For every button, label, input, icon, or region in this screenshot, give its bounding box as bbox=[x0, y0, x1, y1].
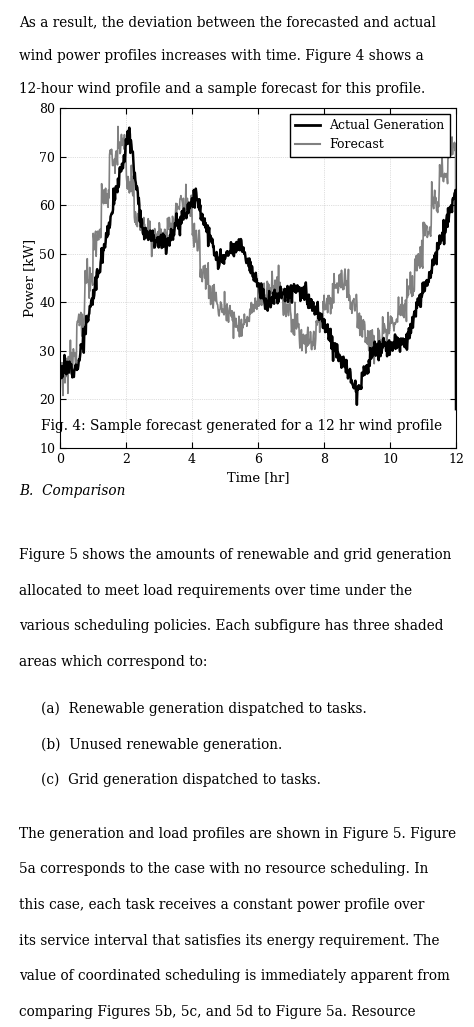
Text: Figure 5 shows the amounts of renewable and grid generation: Figure 5 shows the amounts of renewable … bbox=[19, 548, 451, 562]
Text: its service interval that satisfies its energy requirement. The: its service interval that satisfies its … bbox=[19, 934, 439, 948]
Y-axis label: Power [kW]: Power [kW] bbox=[23, 239, 36, 317]
Text: The generation and load profiles are shown in Figure 5. Figure: The generation and load profiles are sho… bbox=[19, 827, 456, 841]
Text: various scheduling policies. Each subfigure has three shaded: various scheduling policies. Each subfig… bbox=[19, 619, 444, 634]
Text: (a)  Renewable generation dispatched to tasks.: (a) Renewable generation dispatched to t… bbox=[41, 701, 367, 716]
X-axis label: Time [hr]: Time [hr] bbox=[227, 471, 289, 485]
Text: B.  Comparison: B. Comparison bbox=[19, 484, 125, 498]
Text: allocated to meet load requirements over time under the: allocated to meet load requirements over… bbox=[19, 583, 412, 598]
Text: 5a corresponds to the case with no resource scheduling. In: 5a corresponds to the case with no resou… bbox=[19, 863, 428, 876]
Text: wind power profiles increases with time. Figure 4 shows a: wind power profiles increases with time.… bbox=[19, 48, 424, 63]
Legend: Actual Generation, Forecast: Actual Generation, Forecast bbox=[290, 114, 450, 156]
Text: As a result, the deviation between the forecasted and actual: As a result, the deviation between the f… bbox=[19, 15, 436, 30]
Text: comparing Figures 5b, 5c, and 5d to Figure 5a. Resource: comparing Figures 5b, 5c, and 5d to Figu… bbox=[19, 1005, 416, 1019]
Text: this case, each task receives a constant power profile over: this case, each task receives a constant… bbox=[19, 898, 424, 912]
Text: (c)  Grid generation dispatched to tasks.: (c) Grid generation dispatched to tasks. bbox=[41, 773, 321, 788]
Text: value of coordinated scheduling is immediately apparent from: value of coordinated scheduling is immed… bbox=[19, 969, 450, 984]
Text: areas which correspond to:: areas which correspond to: bbox=[19, 655, 207, 670]
Text: 12-hour wind profile and a sample forecast for this profile.: 12-hour wind profile and a sample foreca… bbox=[19, 82, 425, 96]
Text: Fig. 4: Sample forecast generated for a 12 hr wind profile: Fig. 4: Sample forecast generated for a … bbox=[41, 419, 442, 433]
Text: (b)  Unused renewable generation.: (b) Unused renewable generation. bbox=[41, 737, 283, 752]
